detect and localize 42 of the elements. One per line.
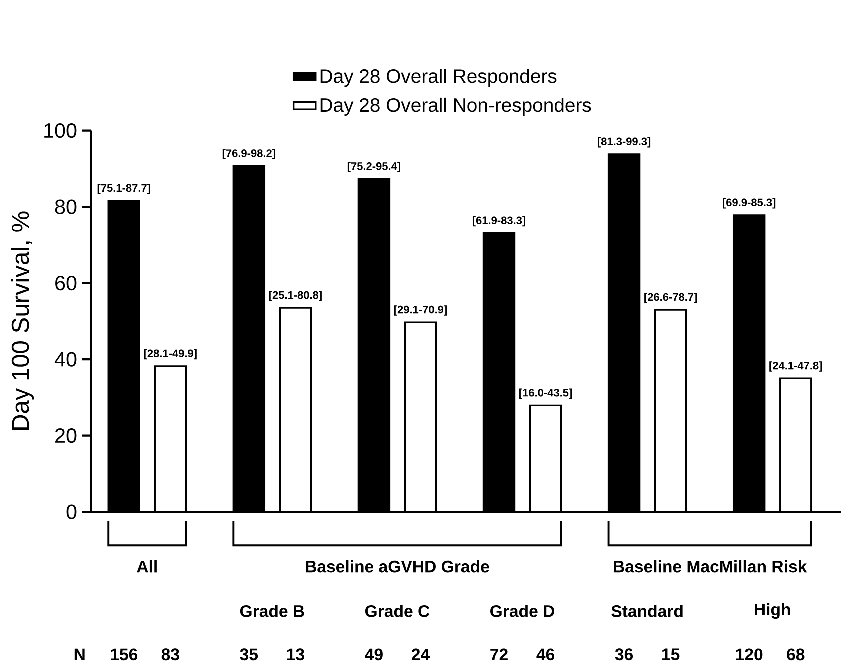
x-tick-label: Grade B (240, 605, 304, 618)
data-label: [28.1-49.9] (144, 350, 197, 360)
x-tick-label: Grade D (490, 605, 554, 618)
y-axis-title: Day 100 Survival, % (11, 212, 34, 430)
text: All (137, 560, 157, 573)
text: Baseline aGVHD Grade (306, 560, 490, 573)
y-tick-label: 0 (66, 504, 77, 520)
y-tick-label: 80 (55, 200, 77, 215)
data-label: [29.1-70.9] (394, 306, 447, 316)
y-tick-label: 40 (54, 352, 77, 368)
data-label: [75.1-87.7] (98, 184, 150, 194)
data-label: [76.9-98.2] (222, 149, 276, 160)
text: 49 (365, 648, 383, 661)
text: 24 (412, 648, 430, 661)
text: 36 (615, 648, 634, 661)
text: Baseline MacMillan Risk (614, 560, 808, 573)
text: N (74, 649, 85, 661)
text: 83 (162, 648, 180, 661)
y-tick-label: 20 (56, 428, 77, 444)
x-tick-label: Standard (612, 605, 683, 618)
text: 46 (536, 648, 555, 661)
text: 13 (287, 648, 304, 661)
y-tick-label: 100 (44, 124, 77, 138)
text: 156 (111, 648, 138, 661)
x-tick-label: Grade C (365, 605, 430, 618)
data-label: [75.2-95.4] (348, 162, 400, 173)
x-tick-label: High (755, 603, 790, 620)
legend-label: Day 28 Overall Responders (320, 69, 557, 88)
data-label: [16.0-43.5] (520, 388, 572, 400)
text: 120 (736, 648, 763, 661)
text: 35 (240, 648, 258, 661)
data-label: [61.9-83.3] (472, 216, 526, 227)
data-label: [69.9-85.3] (723, 198, 776, 209)
data-label: [24.1-47.8] (770, 362, 822, 372)
data-label: [81.3-99.3] (598, 138, 651, 148)
text: 72 (490, 648, 508, 661)
data-label: [25.1-80.8] (269, 291, 322, 302)
data-label: [26.6-78.7] (644, 293, 698, 304)
text: 68 (787, 648, 805, 661)
text: 15 (662, 648, 680, 661)
y-tick-label: 60 (56, 276, 77, 291)
legend-label: Day 28 Overall Non-responders (320, 98, 592, 116)
